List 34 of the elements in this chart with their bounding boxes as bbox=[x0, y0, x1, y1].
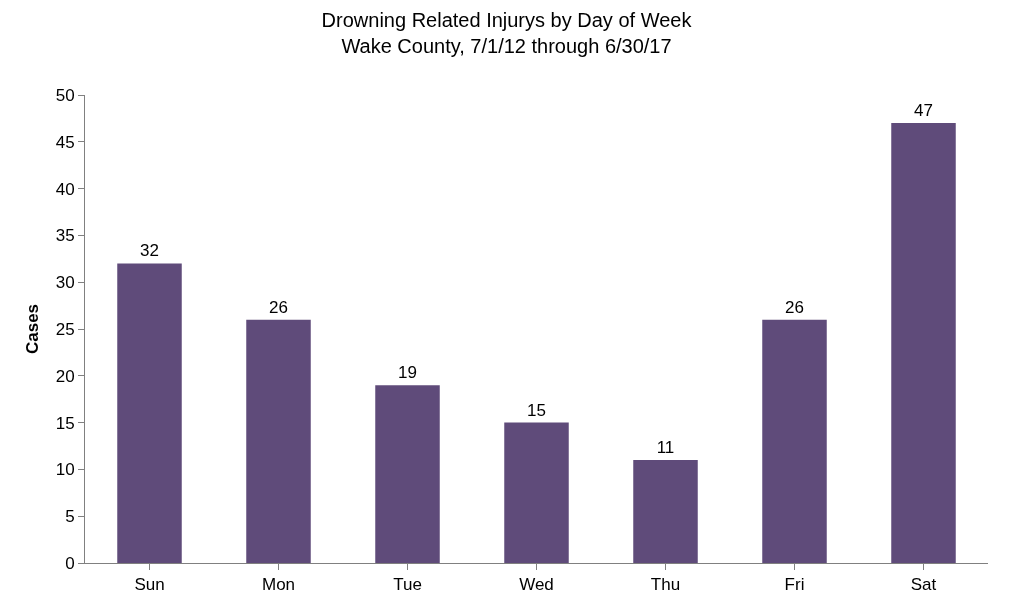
bar bbox=[891, 123, 956, 563]
bar bbox=[117, 263, 182, 563]
bar bbox=[633, 460, 698, 563]
y-tick-label: 5 bbox=[65, 507, 75, 527]
data-label: 26 bbox=[269, 297, 288, 317]
data-label: 15 bbox=[527, 400, 546, 420]
x-tick-label: Thu bbox=[650, 575, 681, 595]
data-label: 11 bbox=[656, 438, 675, 458]
y-tick-label: 10 bbox=[55, 460, 75, 480]
y-tick-label: 30 bbox=[55, 273, 75, 293]
bar bbox=[375, 385, 440, 563]
chart-title: Drowning Related Injurys by Day of Week Wake County, 7/1/12 through 6/30/17 bbox=[321, 9, 693, 58]
data-label: 32 bbox=[140, 241, 159, 261]
bar bbox=[504, 422, 569, 563]
y-tick-label: 20 bbox=[55, 366, 75, 386]
y-tick-label: 25 bbox=[55, 319, 75, 339]
data-label: 19 bbox=[398, 363, 417, 383]
data-label: 26 bbox=[785, 297, 804, 317]
bar bbox=[762, 319, 827, 563]
x-tick-label: Mon bbox=[261, 575, 296, 595]
y-tick-label: 40 bbox=[55, 179, 75, 199]
x-tick-label: Sun bbox=[134, 575, 165, 595]
y-axis-title: Cases bbox=[23, 303, 43, 355]
y-tick-label: 15 bbox=[55, 413, 75, 433]
x-tick-label: Tue bbox=[393, 575, 422, 595]
bar bbox=[246, 319, 311, 563]
x-tick-label: Wed bbox=[519, 575, 554, 595]
x-tick-label: Fri bbox=[784, 575, 805, 595]
y-tick-label: 45 bbox=[55, 132, 75, 152]
y-tick-label: 50 bbox=[55, 85, 75, 105]
x-tick-label: Sat bbox=[910, 575, 937, 595]
y-tick-label: 0 bbox=[65, 553, 75, 573]
data-label: 47 bbox=[914, 101, 933, 121]
y-tick-label: 35 bbox=[55, 226, 75, 246]
